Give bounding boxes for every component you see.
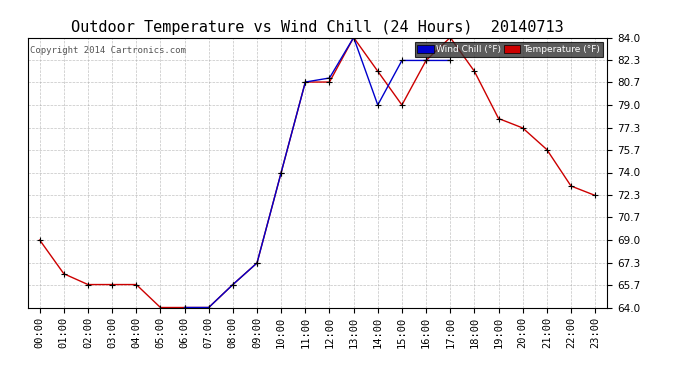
Wind Chill (°F) xyxy=(301,80,309,84)
Temperature (°F) xyxy=(446,35,454,40)
Temperature (°F) xyxy=(204,305,213,310)
Wind Chill (°F) xyxy=(253,261,261,265)
Temperature (°F) xyxy=(277,170,286,175)
Temperature (°F) xyxy=(301,80,309,84)
Wind Chill (°F) xyxy=(204,305,213,310)
Temperature (°F) xyxy=(374,69,382,74)
Temperature (°F) xyxy=(566,184,575,188)
Wind Chill (°F) xyxy=(349,35,357,40)
Wind Chill (°F) xyxy=(277,170,286,175)
Temperature (°F) xyxy=(59,272,68,276)
Temperature (°F) xyxy=(519,126,527,130)
Wind Chill (°F) xyxy=(326,76,334,80)
Temperature (°F) xyxy=(156,305,165,310)
Temperature (°F) xyxy=(84,282,92,287)
Wind Chill (°F) xyxy=(446,58,454,63)
Wind Chill (°F) xyxy=(397,58,406,63)
Temperature (°F) xyxy=(253,261,261,265)
Temperature (°F) xyxy=(542,147,551,152)
Text: Copyright 2014 Cartronics.com: Copyright 2014 Cartronics.com xyxy=(30,46,186,55)
Temperature (°F) xyxy=(349,35,357,40)
Temperature (°F) xyxy=(326,80,334,84)
Temperature (°F) xyxy=(397,103,406,107)
Temperature (°F) xyxy=(132,282,141,287)
Line: Wind Chill (°F): Wind Chill (°F) xyxy=(181,35,453,310)
Wind Chill (°F) xyxy=(374,103,382,107)
Temperature (°F) xyxy=(108,282,116,287)
Line: Temperature (°F): Temperature (°F) xyxy=(37,35,598,310)
Wind Chill (°F) xyxy=(422,58,431,63)
Temperature (°F) xyxy=(229,282,237,287)
Temperature (°F) xyxy=(591,193,599,198)
Wind Chill (°F) xyxy=(180,305,188,310)
Temperature (°F) xyxy=(36,238,44,242)
Temperature (°F) xyxy=(180,305,188,310)
Legend: Wind Chill (°F), Temperature (°F): Wind Chill (°F), Temperature (°F) xyxy=(415,42,602,57)
Title: Outdoor Temperature vs Wind Chill (24 Hours)  20140713: Outdoor Temperature vs Wind Chill (24 Ho… xyxy=(71,20,564,35)
Wind Chill (°F) xyxy=(229,282,237,287)
Temperature (°F) xyxy=(494,116,502,121)
Temperature (°F) xyxy=(422,58,431,63)
Temperature (°F) xyxy=(471,69,479,74)
